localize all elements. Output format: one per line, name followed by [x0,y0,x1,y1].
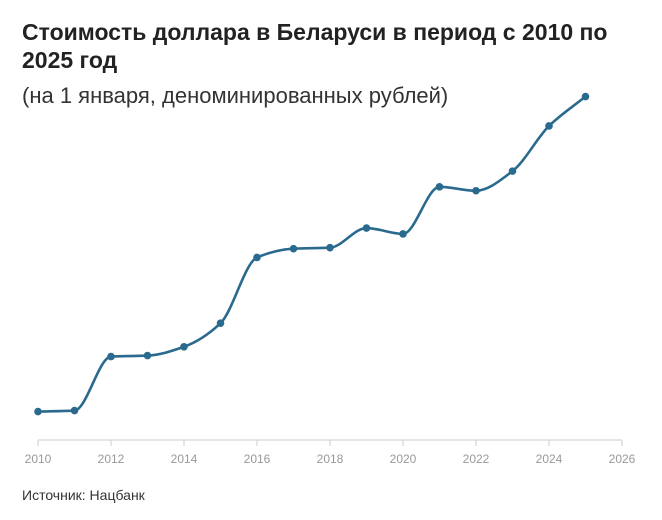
data-point [545,122,553,130]
x-tick-label: 2012 [98,452,125,466]
data-point [216,319,225,328]
x-tick-label: 2014 [171,452,198,466]
x-tick-label: 2016 [244,452,271,466]
series-line [36,95,587,413]
data-point [362,224,371,232]
data-point [143,351,152,360]
data-point [399,230,407,238]
x-tick-label: 2010 [25,452,52,466]
x-tick-label: 2022 [463,452,490,466]
source-note: Источник: Нацбанк [22,487,145,503]
data-point [472,186,480,195]
x-tick-label: 2024 [536,452,563,466]
x-tick-label: 2018 [317,452,344,466]
data-point [253,253,261,262]
x-tick-label: 2020 [390,452,417,466]
data-point [107,352,115,361]
data-point [435,183,444,191]
data-point [289,244,298,253]
chart-title: Стоимость доллара в Беларуси в период с … [22,19,608,73]
data-point [70,406,79,415]
x-tick-label: 2026 [609,452,636,466]
data-point [326,243,334,252]
data-point [508,167,517,175]
data-point [180,342,188,351]
chart-subtitle: (на 1 января, деноминированных рублей) [22,83,449,108]
data-point [34,407,42,416]
data-point [581,92,590,101]
